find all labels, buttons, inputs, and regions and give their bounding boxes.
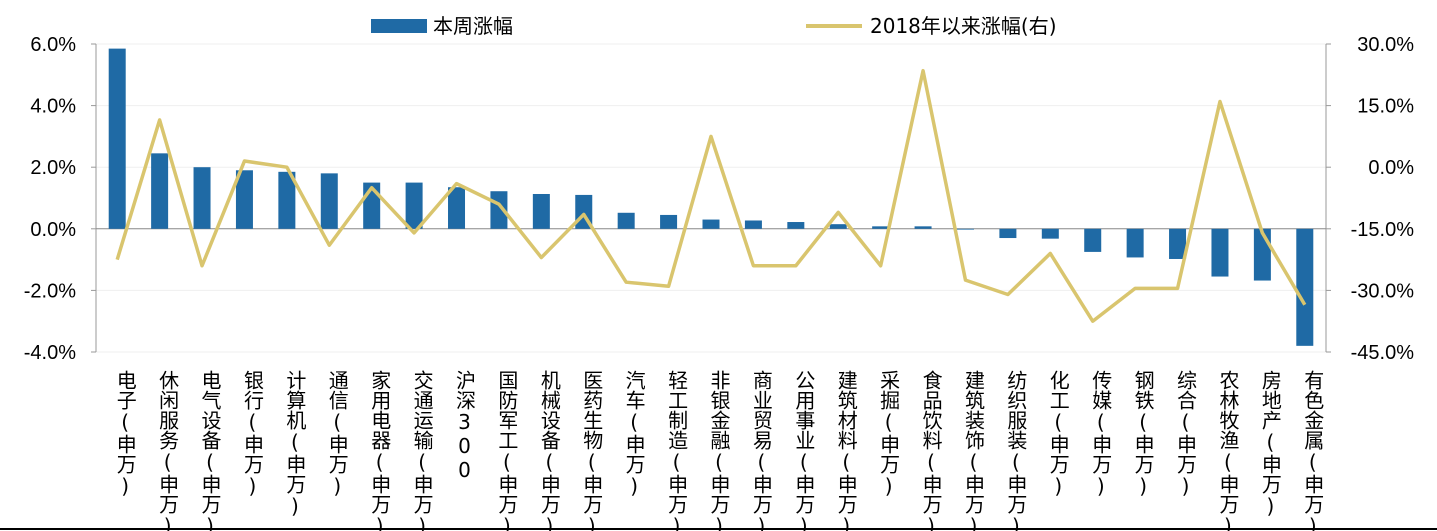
legend-label: 本周涨幅 — [433, 14, 513, 38]
bar — [1211, 228, 1229, 277]
category-label: 休闲服务(申万) — [156, 370, 180, 531]
legend-bar-swatch — [371, 19, 427, 33]
bar — [532, 193, 550, 229]
category-label: 计算机(申万) — [283, 370, 307, 518]
bar — [405, 182, 423, 229]
bar — [744, 220, 762, 229]
y-left-tick-label: -2.0% — [24, 280, 76, 302]
category-label: 传媒(申万) — [1089, 370, 1113, 498]
y-left-tick-label: 2.0% — [30, 157, 76, 179]
category-label: 公用事业(申万) — [792, 370, 816, 531]
y-right-tick-label: -45.0% — [1351, 342, 1415, 364]
y-right-tick-label: 15.0% — [1357, 96, 1414, 118]
bar — [660, 214, 678, 229]
bar — [193, 167, 211, 229]
category-label: 纺织服装(申万) — [1004, 370, 1028, 531]
category-label: 建筑材料(申万) — [834, 370, 858, 531]
bar — [914, 226, 932, 229]
category-label: 商业贸易(申万) — [749, 370, 773, 531]
bar — [702, 219, 720, 229]
category-label: 食品饮料(申万) — [919, 370, 943, 531]
y-left-tick-label: -4.0% — [24, 342, 76, 364]
bar-series — [108, 48, 1314, 346]
y-right-tick-label: 30.0% — [1357, 34, 1414, 56]
category-label: 家用电器(申万) — [368, 370, 392, 531]
category-label: 化工(申万) — [1046, 370, 1070, 498]
legend-label: 2018年以来涨幅(右) — [870, 14, 1057, 38]
bar — [320, 173, 338, 229]
category-label: 有色金属(申万) — [1301, 370, 1325, 531]
bar — [1296, 228, 1314, 346]
bar — [235, 170, 253, 229]
y-right-tick-label: -15.0% — [1351, 219, 1415, 241]
category-label: 交通运输(申万) — [410, 370, 434, 531]
bar — [1041, 228, 1059, 239]
y-right-tick-label: 0.0% — [1368, 157, 1414, 179]
category-label: 通信(申万) — [325, 370, 349, 498]
category-label: 综合(申万) — [1174, 370, 1198, 498]
category-label: 医药生物(申万) — [580, 370, 604, 531]
category-label: 沪深300 — [453, 370, 477, 482]
bar — [956, 228, 974, 230]
category-label: 非银金融(申万) — [707, 370, 731, 531]
bar — [999, 228, 1017, 239]
category-label: 建筑装饰(申万) — [961, 370, 985, 531]
bar — [617, 212, 635, 229]
category-label: 电气设备(申万) — [198, 370, 222, 531]
y-left-tick-label: 6.0% — [30, 34, 76, 56]
category-label: 轻工制造(申万) — [665, 370, 689, 531]
bar — [278, 171, 296, 229]
y-left-tick-label: 4.0% — [30, 96, 76, 118]
category-label: 国防军工(申万) — [495, 370, 519, 531]
bar — [1126, 228, 1144, 258]
y-left-tick-label: 0.0% — [30, 219, 76, 241]
bar — [829, 224, 847, 229]
category-label: 农林牧渔(申万) — [1216, 370, 1240, 531]
legend: 本周涨幅 2018年以来涨幅(右) — [371, 14, 1057, 38]
category-label: 钢铁(申万) — [1131, 370, 1155, 498]
bar — [108, 48, 126, 229]
y-right-tick-label: -30.0% — [1351, 280, 1415, 302]
bar — [1169, 228, 1187, 259]
bar — [151, 153, 169, 229]
category-label: 电子(申万) — [113, 370, 137, 498]
category-label: 机械设备(申万) — [537, 370, 561, 531]
axes: 6.0% 30.0% 4.0% 15.0% 2.0% 0.0% 0.0% -15.0% -2.0… — [0, 34, 1437, 530]
category-label: 采掘(申万) — [877, 370, 901, 498]
category-labels: 电子(申万) 休闲服务(申万) 电气设备(申万) 银行(申万) 计算机(申万) 通信(申万… — [113, 370, 1325, 531]
category-label: 汽车(申万) — [622, 370, 646, 498]
line-series — [115, 68, 1307, 323]
category-label: 房地产(申万) — [1258, 370, 1282, 518]
bar — [1253, 228, 1271, 281]
category-label: 银行(申万) — [240, 370, 264, 498]
bar — [872, 226, 890, 229]
bar — [1084, 228, 1102, 252]
bar — [448, 187, 466, 229]
bar — [787, 222, 805, 229]
